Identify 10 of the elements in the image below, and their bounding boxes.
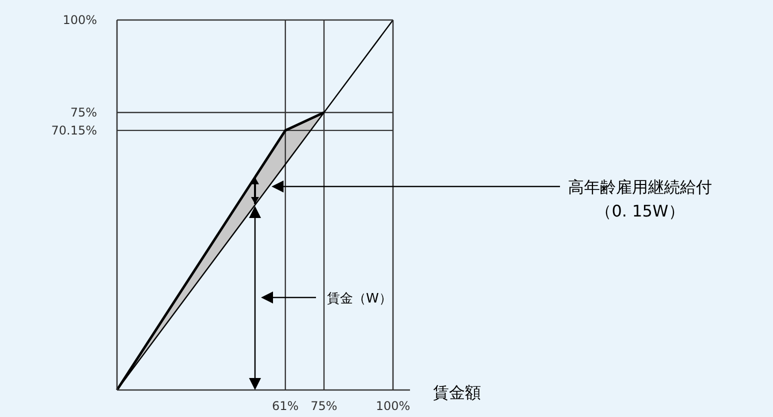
y-tick-label: 75% [70, 106, 97, 120]
y-tick-label: 100% [62, 13, 97, 27]
y-tick-label: 70.15% [51, 123, 97, 138]
x-axis-title: 賃金額 [433, 383, 481, 402]
text: （0. 15W） [596, 202, 684, 220]
x-tick-label: 75% [310, 399, 338, 413]
text: 高年齢雇用継続給付 [568, 178, 712, 196]
x-tick-label: 61% [272, 399, 299, 413]
x-tick-label: 100% [376, 399, 410, 413]
annotation: 賃金（W） [327, 292, 392, 306]
